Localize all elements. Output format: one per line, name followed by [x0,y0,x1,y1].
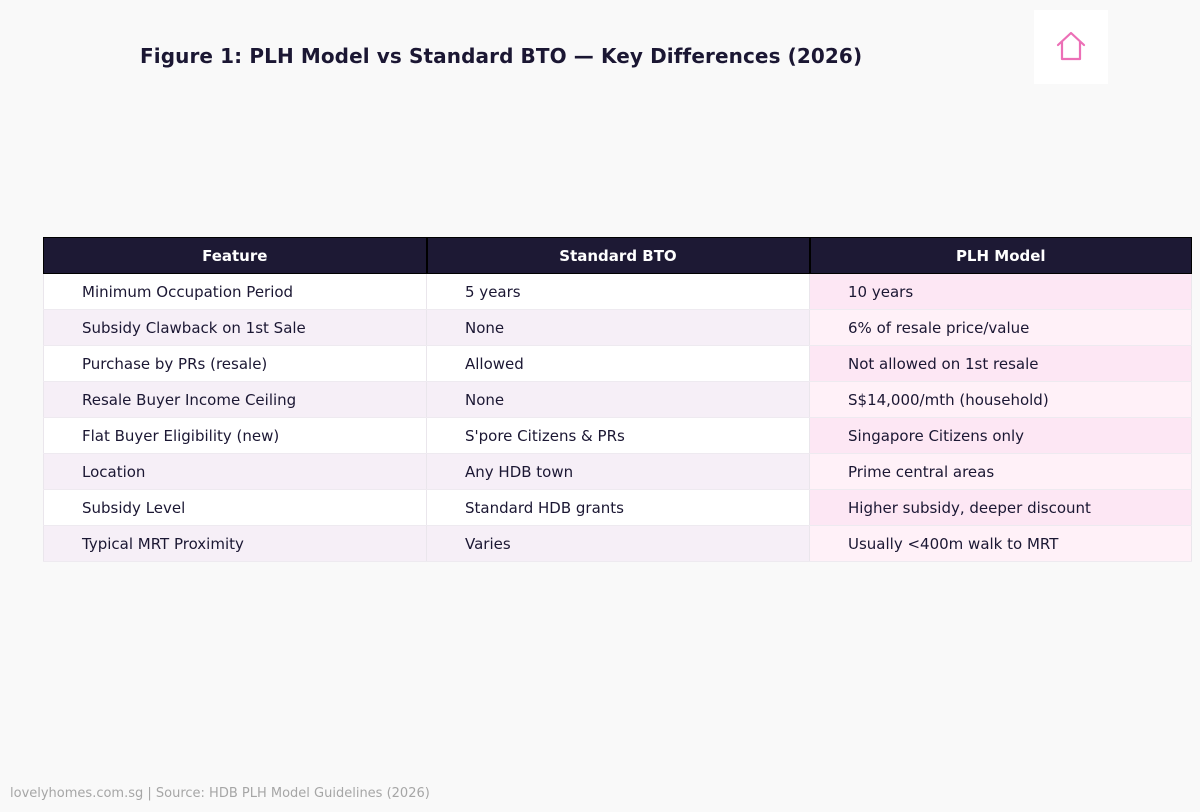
standard-bto-cell: None [426,381,810,418]
standard-bto-cell: Any HDB town [426,453,810,490]
plh-model-cell: S$14,000/mth (household) [809,381,1192,418]
source-footer: lovelyhomes.com.sg | Source: HDB PLH Mod… [10,786,430,801]
comparison-table: Feature Standard BTO PLH Model Minimum O… [43,237,1192,562]
column-header-plh-model: PLH Model [809,237,1192,274]
column-header-standard-bto: Standard BTO [426,237,811,274]
table-row: Subsidy Clawback on 1st Sale None 6% of … [43,309,1192,346]
plh-model-cell: Usually <400m walk to MRT [809,525,1192,562]
table-row: Purchase by PRs (resale) Allowed Not all… [43,345,1192,382]
brand-logo [1034,10,1108,84]
table-row: Subsidy Level Standard HDB grants Higher… [43,489,1192,526]
feature-cell: Resale Buyer Income Ceiling [43,381,427,418]
feature-cell: Minimum Occupation Period [43,273,427,310]
feature-cell: Location [43,453,427,490]
table-header-row: Feature Standard BTO PLH Model [43,237,1192,274]
standard-bto-cell: 5 years [426,273,810,310]
plh-model-cell: 10 years [809,273,1192,310]
feature-cell: Flat Buyer Eligibility (new) [43,417,427,454]
feature-cell: Subsidy Level [43,489,427,526]
house-icon [1056,31,1086,61]
feature-cell: Typical MRT Proximity [43,525,427,562]
standard-bto-cell: None [426,309,810,346]
table-row: Location Any HDB town Prime central area… [43,453,1192,490]
plh-model-cell: Not allowed on 1st resale [809,345,1192,382]
feature-cell: Subsidy Clawback on 1st Sale [43,309,427,346]
plh-model-cell: Higher subsidy, deeper discount [809,489,1192,526]
table-row: Typical MRT Proximity Varies Usually <40… [43,525,1192,562]
standard-bto-cell: Standard HDB grants [426,489,810,526]
plh-model-cell: Singapore Citizens only [809,417,1192,454]
standard-bto-cell: S'pore Citizens & PRs [426,417,810,454]
plh-model-cell: Prime central areas [809,453,1192,490]
table-row: Flat Buyer Eligibility (new) S'pore Citi… [43,417,1192,454]
feature-cell: Purchase by PRs (resale) [43,345,427,382]
plh-model-cell: 6% of resale price/value [809,309,1192,346]
figure-title: Figure 1: PLH Model vs Standard BTO — Ke… [140,44,863,68]
column-header-feature: Feature [43,237,428,274]
standard-bto-cell: Allowed [426,345,810,382]
table-row: Minimum Occupation Period 5 years 10 yea… [43,273,1192,310]
table-row: Resale Buyer Income Ceiling None S$14,00… [43,381,1192,418]
standard-bto-cell: Varies [426,525,810,562]
